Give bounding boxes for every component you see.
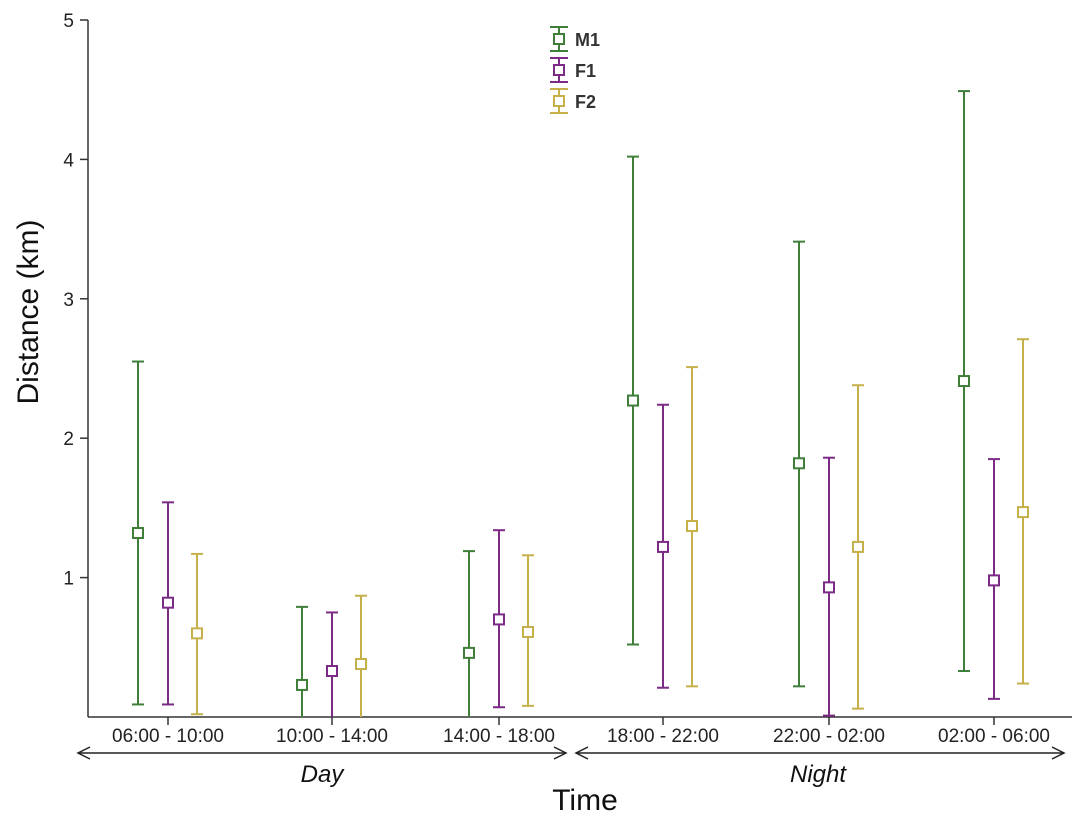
x-axis-title: Time: [552, 784, 618, 814]
legend-label: M1: [575, 30, 600, 50]
arrow-head-left: [76, 746, 91, 760]
period-label: Night: [790, 761, 847, 788]
legend-marker: [553, 95, 565, 107]
legend-label: F1: [575, 61, 596, 81]
mean-marker: [493, 613, 505, 626]
arrow-head-right: [1051, 746, 1066, 760]
mean-marker: [522, 625, 534, 638]
series-M1: [132, 90, 970, 717]
x-tick-label: 14:00 - 18:00: [443, 726, 555, 747]
x-tick-label: 02:00 - 06:00: [938, 726, 1050, 747]
y-tick-label: 2: [63, 429, 74, 450]
legend-item-M1: M1: [550, 26, 600, 52]
period-arrows: Day Night: [76, 746, 1066, 788]
mean-marker: [852, 540, 864, 553]
y-tick-label: 3: [63, 290, 74, 311]
mean-marker: [958, 375, 970, 388]
series-F2: [191, 338, 1029, 717]
y-tick-label: 4: [63, 150, 74, 171]
mean-marker: [1017, 506, 1029, 519]
x-tick-label: 10:00 - 14:00: [276, 726, 388, 747]
mean-marker: [296, 678, 308, 691]
mean-marker: [686, 520, 698, 533]
y-tick-label: 1: [63, 569, 74, 590]
mean-marker: [627, 394, 639, 407]
legend-item-F2: F2: [550, 88, 596, 114]
period-night: Night: [574, 746, 1066, 788]
x-axis: 06:00 - 10:00 10:00 - 14:00 14:00 - 18:00 1…: [88, 716, 1072, 747]
x-tick-label: 22:00 - 02:00: [773, 726, 885, 747]
period-day: Day: [76, 746, 568, 788]
mean-marker: [355, 658, 367, 671]
mean-marker: [132, 526, 144, 539]
x-tick-label: 18:00 - 22:00: [607, 726, 719, 747]
y-tick-label: 5: [63, 11, 74, 32]
mean-marker: [326, 664, 338, 677]
legend-label: F2: [575, 92, 596, 112]
legend: M1 F1 F2: [550, 26, 600, 114]
mean-marker: [793, 457, 805, 470]
mean-marker: [823, 581, 835, 594]
mean-marker: [988, 574, 1000, 587]
mean-marker: [657, 540, 669, 553]
mean-marker: [162, 596, 174, 609]
arrow-head-left: [574, 746, 589, 760]
x-tick-label: 06:00 - 10:00: [112, 726, 224, 747]
series-F1: [162, 403, 1000, 717]
legend-marker: [553, 64, 565, 76]
mean-marker: [191, 627, 203, 640]
y-axis: 1 2 3 4 5: [63, 11, 89, 717]
period-label: Day: [301, 761, 346, 788]
legend-marker: [553, 33, 565, 45]
error-bar-series: [132, 90, 1029, 717]
mean-marker: [463, 646, 475, 659]
legend-item-F1: F1: [550, 57, 596, 83]
arrow-head-right: [553, 746, 568, 760]
y-axis-title: Distance (km): [12, 219, 45, 404]
